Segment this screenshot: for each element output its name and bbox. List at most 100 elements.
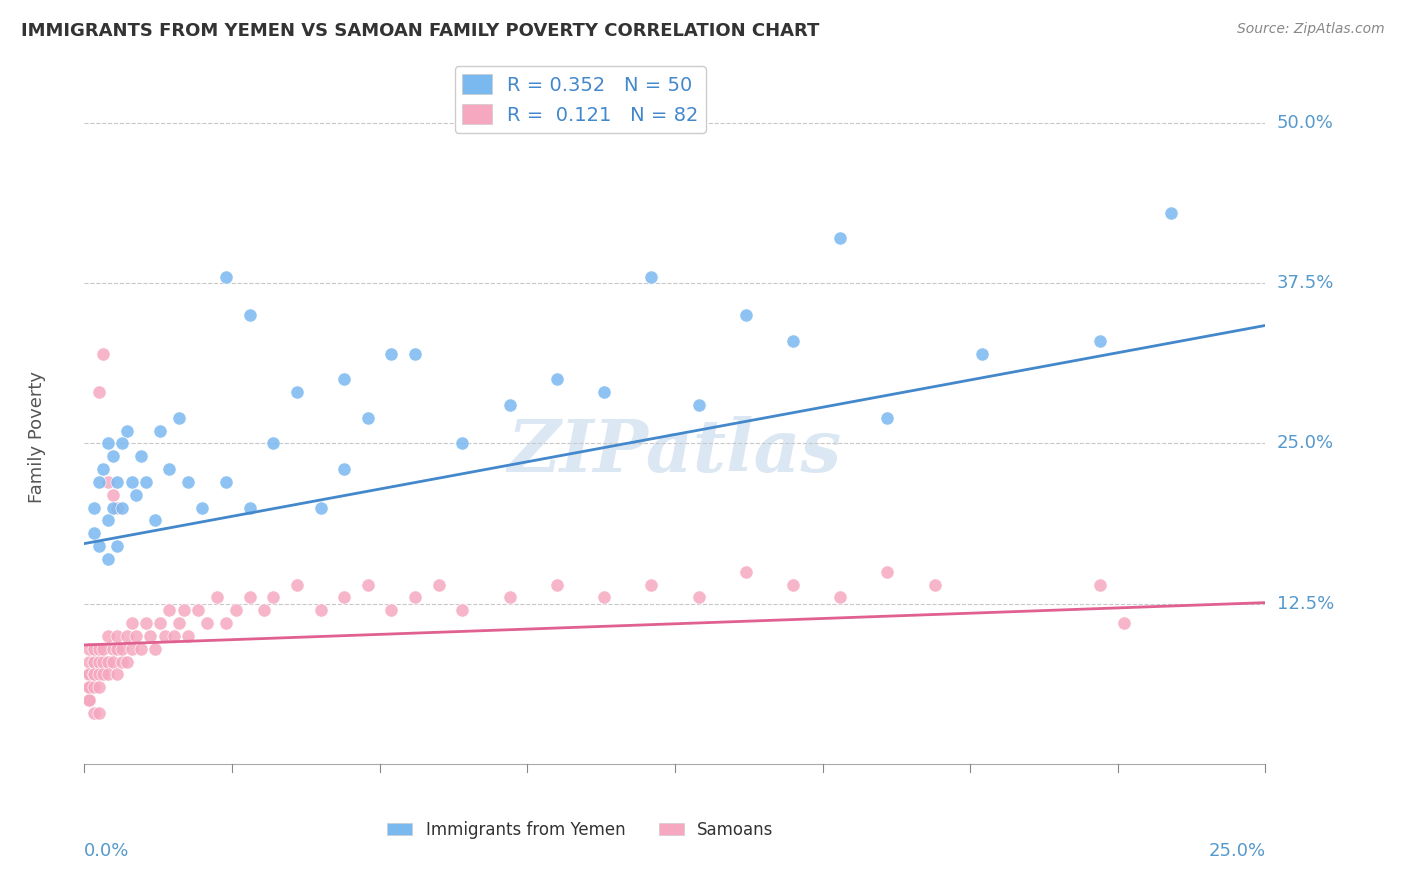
Point [121, 641, 143, 656]
Point [77, 693, 100, 707]
Point [380, 603, 402, 617]
Point [830, 591, 852, 605]
Point [427, 577, 450, 591]
Point [107, 667, 129, 681]
Point [1112, 616, 1135, 631]
Point [167, 616, 190, 631]
Point [111, 641, 134, 656]
Point [357, 410, 380, 425]
Point [782, 334, 804, 348]
Point [498, 591, 520, 605]
Point [333, 591, 356, 605]
Point [876, 565, 898, 579]
Point [191, 500, 214, 515]
Point [129, 450, 152, 464]
Point [177, 629, 200, 643]
Text: 37.5%: 37.5% [1277, 274, 1334, 292]
Point [83, 667, 105, 681]
Point [87, 539, 110, 553]
Point [87, 667, 110, 681]
Point [157, 462, 180, 476]
Text: 25.0%: 25.0% [1277, 434, 1334, 452]
Point [380, 346, 402, 360]
Point [83, 706, 105, 720]
Point [239, 591, 262, 605]
Point [173, 603, 195, 617]
Point [139, 629, 162, 643]
Point [546, 577, 568, 591]
Point [87, 706, 110, 720]
Point [195, 616, 218, 631]
Point [91, 641, 114, 656]
Point [115, 424, 138, 438]
Point [111, 500, 134, 515]
Point [451, 603, 474, 617]
Point [107, 629, 129, 643]
Point [83, 526, 105, 541]
Point [215, 616, 238, 631]
Point [121, 616, 143, 631]
Point [83, 655, 105, 669]
Point [149, 424, 172, 438]
Point [262, 436, 284, 450]
Point [97, 629, 120, 643]
Point [143, 641, 166, 656]
Point [111, 655, 134, 669]
Point [640, 577, 662, 591]
Point [77, 681, 100, 695]
Point [157, 603, 180, 617]
Point [970, 346, 993, 360]
Text: 25.0%: 25.0% [1208, 842, 1265, 860]
Point [97, 667, 120, 681]
Point [640, 269, 662, 284]
Point [91, 655, 114, 669]
Point [163, 629, 186, 643]
Point [688, 398, 710, 412]
Point [309, 603, 332, 617]
Point [77, 667, 100, 681]
Point [593, 591, 616, 605]
Point [1160, 205, 1182, 219]
Point [262, 591, 284, 605]
Point [77, 681, 100, 695]
Point [107, 475, 129, 489]
Point [1088, 577, 1111, 591]
Point [177, 475, 200, 489]
Point [135, 475, 157, 489]
Point [333, 462, 356, 476]
Point [924, 577, 946, 591]
Point [782, 577, 804, 591]
Text: 50.0%: 50.0% [1277, 113, 1333, 132]
Point [125, 629, 148, 643]
Point [101, 500, 124, 515]
Point [77, 667, 100, 681]
Point [225, 603, 247, 617]
Point [546, 372, 568, 386]
Point [167, 410, 190, 425]
Point [149, 616, 172, 631]
Text: ZIPatlas: ZIPatlas [508, 417, 842, 487]
Point [91, 462, 114, 476]
Point [83, 641, 105, 656]
Point [87, 385, 110, 400]
Point [83, 681, 105, 695]
Point [333, 372, 356, 386]
Point [125, 488, 148, 502]
Point [688, 591, 710, 605]
Point [91, 667, 114, 681]
Point [876, 410, 898, 425]
Point [135, 616, 157, 631]
Point [404, 346, 426, 360]
Point [129, 641, 152, 656]
Point [97, 475, 120, 489]
Text: 0.0%: 0.0% [84, 842, 129, 860]
Text: Source: ZipAtlas.com: Source: ZipAtlas.com [1237, 22, 1385, 37]
Point [451, 436, 474, 450]
Point [153, 629, 176, 643]
Point [77, 681, 100, 695]
Point [215, 475, 238, 489]
Point [404, 591, 426, 605]
Legend: Immigrants from Yemen, Samoans: Immigrants from Yemen, Samoans [381, 814, 780, 846]
Point [87, 655, 110, 669]
Point [77, 641, 100, 656]
